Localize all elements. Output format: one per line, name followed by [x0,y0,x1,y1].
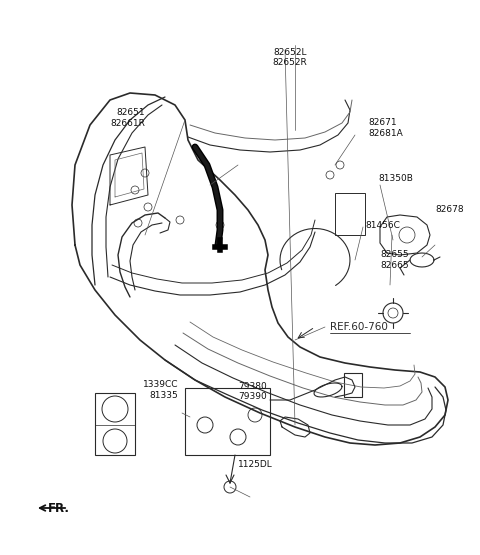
Text: 82652L
82652R: 82652L 82652R [273,48,307,67]
Text: 79380
79390: 79380 79390 [238,382,267,401]
Text: 81350B: 81350B [378,174,413,183]
Text: 1339CC
81335: 1339CC 81335 [143,380,178,400]
Text: FR.: FR. [48,502,70,514]
Text: REF.60-760: REF.60-760 [330,322,388,332]
Text: 82671
82681A: 82671 82681A [368,118,403,138]
Text: 82678: 82678 [435,205,464,214]
Text: 81456C: 81456C [365,220,400,230]
Bar [185,388,270,455]
Bar [335,193,365,235]
Bar [95,393,135,455]
Text: 82651
82661R: 82651 82661R [110,108,145,128]
Text: 82655
82665: 82655 82665 [380,250,408,270]
Text: 1125DL: 1125DL [238,460,272,469]
Bar [344,373,362,397]
